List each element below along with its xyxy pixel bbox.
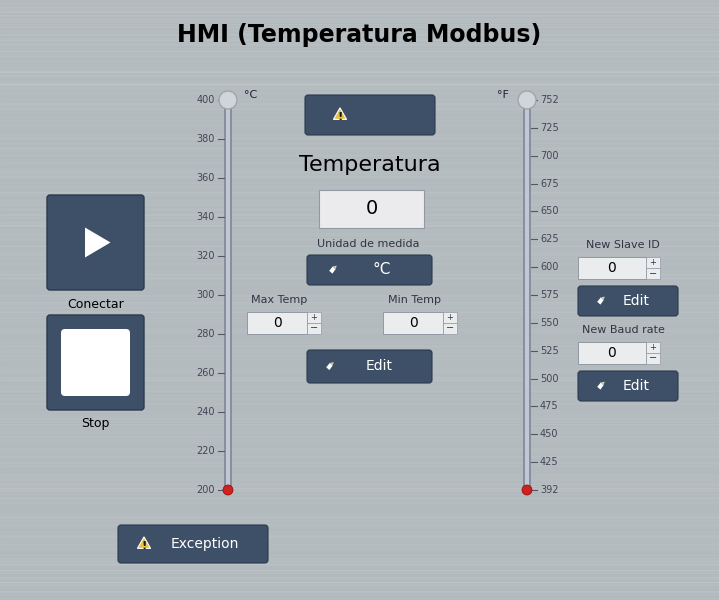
Circle shape [223,485,233,495]
FancyBboxPatch shape [578,371,678,401]
Text: 525: 525 [540,346,559,356]
Text: Exception: Exception [171,537,239,551]
Polygon shape [601,382,605,385]
Circle shape [522,485,532,495]
Text: −: − [446,323,454,334]
Text: 575: 575 [540,290,559,300]
Bar [307,312,321,323]
Text: 380: 380 [196,134,215,144]
Text: 625: 625 [540,234,559,244]
Text: −: − [649,353,657,364]
Polygon shape [137,537,150,548]
Text: Unidad de medida: Unidad de medida [317,239,419,249]
FancyBboxPatch shape [118,525,268,563]
Text: +: + [311,313,317,322]
Polygon shape [601,296,605,300]
Text: Conectar: Conectar [67,298,124,311]
Text: 600: 600 [540,262,559,272]
Text: Edit: Edit [623,294,649,308]
Text: +: + [649,343,656,352]
Polygon shape [333,266,336,269]
Text: 675: 675 [540,179,559,188]
Bar [578,342,646,364]
Polygon shape [329,266,336,274]
FancyBboxPatch shape [47,195,144,290]
Bar [646,257,660,268]
Bar [525,100,529,490]
Text: +: + [446,313,454,322]
Bar [319,190,424,228]
Text: 260: 260 [196,368,215,378]
Text: Edit: Edit [366,359,393,373]
Text: 700: 700 [540,151,559,161]
Text: 752: 752 [540,95,559,105]
Polygon shape [597,298,603,305]
FancyBboxPatch shape [47,315,144,410]
Polygon shape [330,362,334,365]
Text: 0: 0 [408,316,417,330]
Text: 0: 0 [273,316,281,330]
Bar [443,312,457,323]
Polygon shape [334,108,347,119]
Bar [578,257,646,279]
Text: −: − [310,323,318,334]
Text: 400: 400 [196,95,215,105]
Bar [247,312,307,334]
FancyBboxPatch shape [61,329,130,396]
Bar [443,323,457,334]
Polygon shape [597,382,603,389]
Circle shape [219,91,237,109]
Text: New Baud rate: New Baud rate [582,325,664,335]
Text: −: − [649,269,657,278]
Bar [307,323,321,334]
Bar [383,312,443,334]
Text: Min Temp: Min Temp [388,295,441,305]
Text: Stop: Stop [81,418,110,431]
Text: 425: 425 [540,457,559,467]
Polygon shape [85,227,111,257]
Text: °C: °C [373,263,391,277]
Text: 392: 392 [540,485,559,495]
Text: 240: 240 [196,407,215,417]
Text: 360: 360 [196,173,215,183]
Text: Max Temp: Max Temp [251,295,307,305]
Text: 0: 0 [365,199,377,218]
Text: °C: °C [244,90,257,100]
Polygon shape [326,363,333,370]
Text: 550: 550 [540,318,559,328]
Bar [226,100,230,490]
Text: New Slave ID: New Slave ID [586,240,660,250]
Text: +: + [649,258,656,267]
Text: 475: 475 [540,401,559,412]
Text: 500: 500 [540,374,559,383]
Text: HMI (Temperatura Modbus): HMI (Temperatura Modbus) [178,23,541,47]
Text: 280: 280 [196,329,215,339]
Text: Edit: Edit [623,379,649,393]
Text: 0: 0 [608,261,616,275]
Bar [224,100,232,490]
Text: Temperatura: Temperatura [299,155,441,175]
Text: 725: 725 [540,123,559,133]
Text: 220: 220 [196,446,215,456]
FancyBboxPatch shape [307,255,432,285]
Text: 650: 650 [540,206,559,217]
Text: 0: 0 [608,346,616,360]
Bar [523,100,531,490]
Text: 320: 320 [196,251,215,261]
Circle shape [518,91,536,109]
Bar [646,353,660,364]
Bar [646,342,660,353]
FancyBboxPatch shape [305,95,435,135]
Bar [646,268,660,279]
Text: 450: 450 [540,429,559,439]
Text: 300: 300 [196,290,215,300]
FancyBboxPatch shape [307,350,432,383]
FancyBboxPatch shape [578,286,678,316]
Text: !: ! [337,112,343,122]
Text: 200: 200 [196,485,215,495]
Text: °F: °F [497,90,509,100]
Text: !: ! [142,541,147,551]
Text: 340: 340 [196,212,215,222]
